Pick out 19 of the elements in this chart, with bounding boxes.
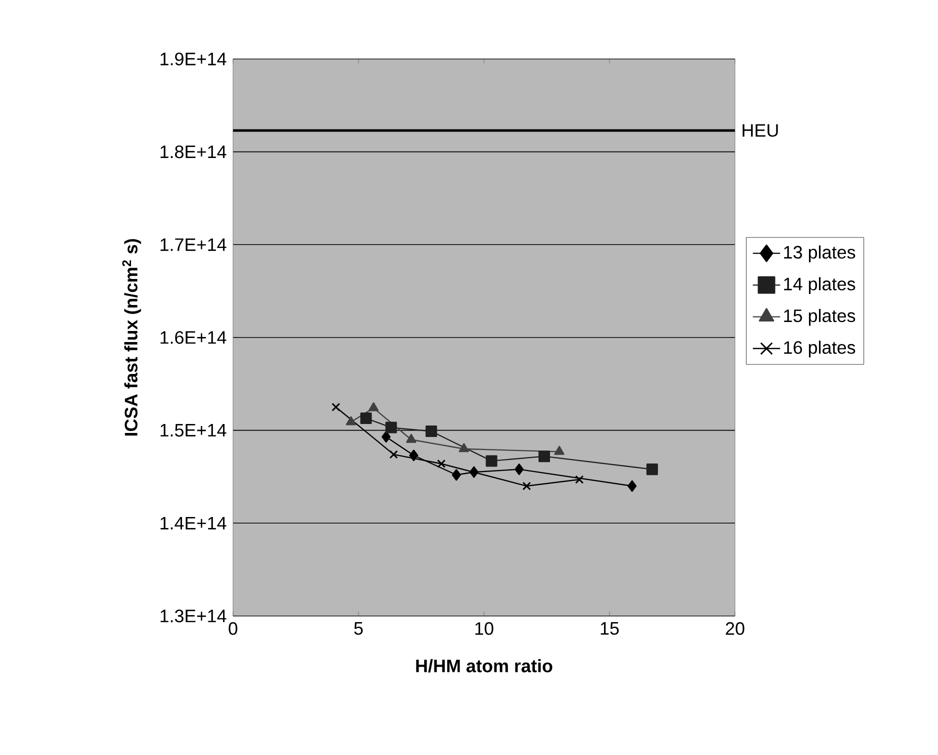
x-tick-label: 5 bbox=[354, 622, 363, 635]
legend-label: 13 plates bbox=[784, 245, 856, 262]
x-axis-title: H/HM atom ratio bbox=[416, 659, 552, 673]
y-tick-label: 1.9E+14 bbox=[160, 52, 226, 66]
legend-label: 16 plates bbox=[784, 340, 856, 358]
legend-label: 15 plates bbox=[784, 308, 856, 326]
x-tick-label: 20 bbox=[726, 622, 744, 635]
y-tick-label: 1.6E+14 bbox=[160, 331, 226, 344]
y-tick-label: 1.5E+14 bbox=[160, 424, 226, 437]
y-tick-label: 1.3E+14 bbox=[160, 610, 226, 622]
legend-label: 14 plates bbox=[784, 277, 856, 294]
x-tick-label: 0 bbox=[228, 622, 238, 635]
y-tick-label: 1.7E+14 bbox=[160, 238, 226, 251]
y-tick-label: 1.4E+14 bbox=[160, 516, 226, 530]
ref-line-label: HEU bbox=[742, 124, 778, 137]
x-tick-label: 15 bbox=[600, 622, 619, 635]
y-tick-label: 1.8E+14 bbox=[160, 145, 226, 158]
y-axis-title: ICSA fast flux (n/cm$^{2}$ s) bbox=[122, 239, 142, 436]
x-tick-label: 10 bbox=[475, 622, 494, 635]
